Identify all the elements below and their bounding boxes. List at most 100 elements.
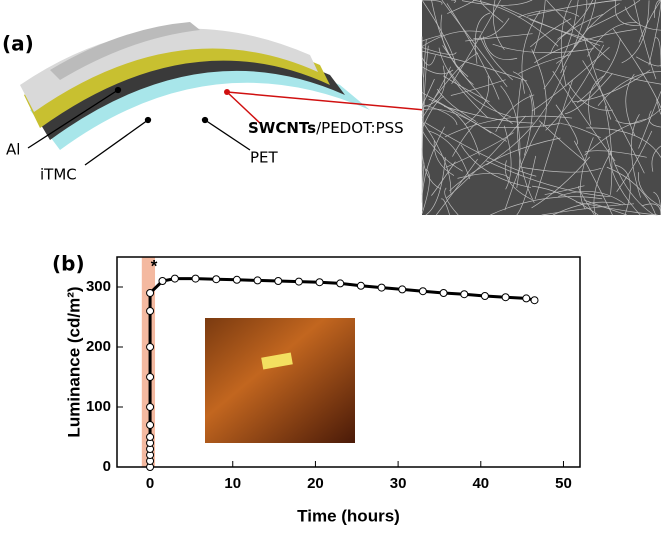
nanotube <box>516 155 537 216</box>
inset-photo <box>205 318 355 443</box>
layer-label: iTMC <box>40 166 77 184</box>
nanotube <box>425 157 446 216</box>
nanotube <box>636 56 661 67</box>
data-point <box>480 292 489 300</box>
nanotube <box>421 104 458 126</box>
nanotube <box>604 105 613 195</box>
nanotube <box>575 201 658 216</box>
nanotube <box>582 60 645 174</box>
nanotube <box>435 158 478 216</box>
data-point <box>212 275 221 284</box>
y-tick-label: 0 <box>103 458 111 475</box>
nanotube <box>421 47 457 55</box>
nanotube <box>614 0 641 26</box>
nanotube <box>451 0 501 85</box>
y-tick-label: 200 <box>86 338 111 355</box>
zoom-line <box>226 91 263 126</box>
nanotube <box>421 30 482 47</box>
nanotube <box>473 17 510 39</box>
x-axis-title: Time (hours) <box>297 506 400 525</box>
nanotube <box>464 75 490 126</box>
nanotube <box>452 121 478 157</box>
nanotube <box>428 130 471 180</box>
nanotube <box>531 49 547 127</box>
data-point <box>336 279 345 288</box>
data-point <box>377 283 386 292</box>
data-point <box>439 289 448 297</box>
nanotube <box>421 95 445 130</box>
nanotube <box>482 122 561 128</box>
nanotube <box>421 66 454 75</box>
nanotube <box>421 50 528 82</box>
zoom-line <box>226 91 426 111</box>
nanotube <box>552 201 623 216</box>
electrode-rest: /PEDOT:PSS <box>316 119 404 137</box>
x-tick-label: 40 <box>472 475 489 492</box>
nanotube <box>457 172 510 179</box>
nanotube <box>654 0 661 18</box>
nanotube <box>587 0 641 30</box>
data-point <box>232 275 241 284</box>
plot-frame <box>116 256 581 468</box>
nanotube <box>583 199 628 216</box>
nanotube <box>648 110 661 128</box>
nanotube <box>444 115 573 138</box>
nanotube <box>638 172 661 207</box>
nanotube <box>557 0 593 40</box>
data-point <box>146 343 155 351</box>
nanotube <box>608 149 641 216</box>
data-point <box>146 289 155 297</box>
nanotube <box>560 123 601 138</box>
nanotube <box>532 185 599 216</box>
nanotube <box>550 14 604 54</box>
nanotube <box>605 136 655 216</box>
nanotube <box>583 36 612 120</box>
data-point <box>158 277 167 285</box>
nanotube <box>431 161 456 196</box>
nanotube <box>512 71 536 116</box>
nanotube <box>421 45 429 171</box>
nanotube <box>438 47 489 119</box>
data-point <box>146 373 155 381</box>
nanotube <box>440 14 469 77</box>
nanotube <box>543 0 579 90</box>
y-tick-label: 100 <box>86 398 111 415</box>
nanotube <box>474 12 491 64</box>
nanotube <box>480 0 504 23</box>
nanotube <box>518 54 571 74</box>
nanotube <box>593 152 612 216</box>
nanotube <box>428 98 480 156</box>
data-point <box>522 294 531 303</box>
nanotube <box>638 91 661 149</box>
nanotube <box>529 19 604 43</box>
nanotube <box>446 3 500 100</box>
data-point <box>501 293 510 302</box>
nanotube <box>421 168 430 214</box>
nanotube <box>538 120 586 162</box>
inset-highlight <box>261 352 293 370</box>
panel-label: (b) <box>52 252 85 276</box>
nanotube <box>517 9 580 18</box>
nanotube <box>614 164 631 216</box>
nanotube <box>421 34 443 42</box>
nanotube <box>434 52 479 99</box>
nanotube <box>443 75 490 103</box>
nanotube <box>421 0 456 64</box>
zoom-dot <box>224 89 230 95</box>
data-point <box>356 281 365 290</box>
nanotube <box>584 118 647 156</box>
y-axis-title: Luminance (cd/m²) <box>64 286 83 437</box>
nanotube <box>606 166 657 216</box>
nanotube <box>530 18 572 48</box>
data-point <box>146 307 155 315</box>
nanotube <box>482 36 518 60</box>
nanotube <box>517 79 535 203</box>
nanotube <box>651 145 661 172</box>
nanotube <box>447 0 475 14</box>
nanotube <box>521 10 541 94</box>
nanotube <box>567 82 613 111</box>
nanotube <box>444 187 459 216</box>
nanotube <box>560 3 620 74</box>
nanotube <box>531 46 610 112</box>
